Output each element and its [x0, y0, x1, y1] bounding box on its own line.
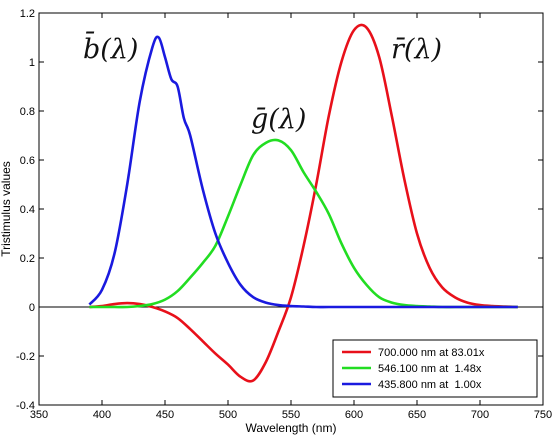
- y-tick-label: -0.4: [16, 400, 35, 412]
- x-tick-label: 750: [534, 409, 552, 421]
- x-axis-label: Wavelength (nm): [246, 421, 337, 435]
- curve-label-r: r̄(λ): [391, 34, 442, 65]
- legend-entry-red: 700.000 nm at 83.01x: [378, 347, 485, 359]
- x-tick-label: 600: [345, 409, 363, 421]
- r-bar-curve: [89, 23, 518, 383]
- x-tick-label: 350: [30, 409, 48, 421]
- y-tick-label: 1.2: [20, 8, 35, 20]
- y-tick-label: 0.8: [20, 106, 35, 118]
- y-tick-label: 0: [29, 302, 35, 314]
- curve-label-b: b̄(λ): [83, 30, 138, 65]
- legend: 700.000 nm at 83.01x 546.100 nm at 1.48x…: [332, 339, 538, 398]
- legend-entry-green: 546.100 nm at 1.48x: [378, 363, 482, 375]
- y-tick-label: 0.2: [20, 253, 35, 265]
- x-tick-label: 500: [219, 409, 237, 421]
- x-tick-label: 700: [471, 409, 489, 421]
- x-tick-label: 400: [93, 409, 111, 421]
- y-tick-label: -0.2: [16, 351, 35, 363]
- y-tick-label: 1: [29, 57, 35, 69]
- x-tick-label: 450: [156, 409, 174, 421]
- y-tick-label: 0.4: [20, 204, 35, 216]
- curve-label-g: ḡ(λ): [251, 104, 306, 135]
- b-bar-curve: [88, 35, 518, 309]
- legend-entry-blue: 435.800 nm at 1.00x: [378, 379, 482, 391]
- x-tick-label: 650: [408, 409, 426, 421]
- y-axis-label: Tristimulus values: [0, 161, 13, 257]
- y-tick-label: 0.6: [20, 155, 35, 167]
- x-tick-label: 550: [282, 409, 300, 421]
